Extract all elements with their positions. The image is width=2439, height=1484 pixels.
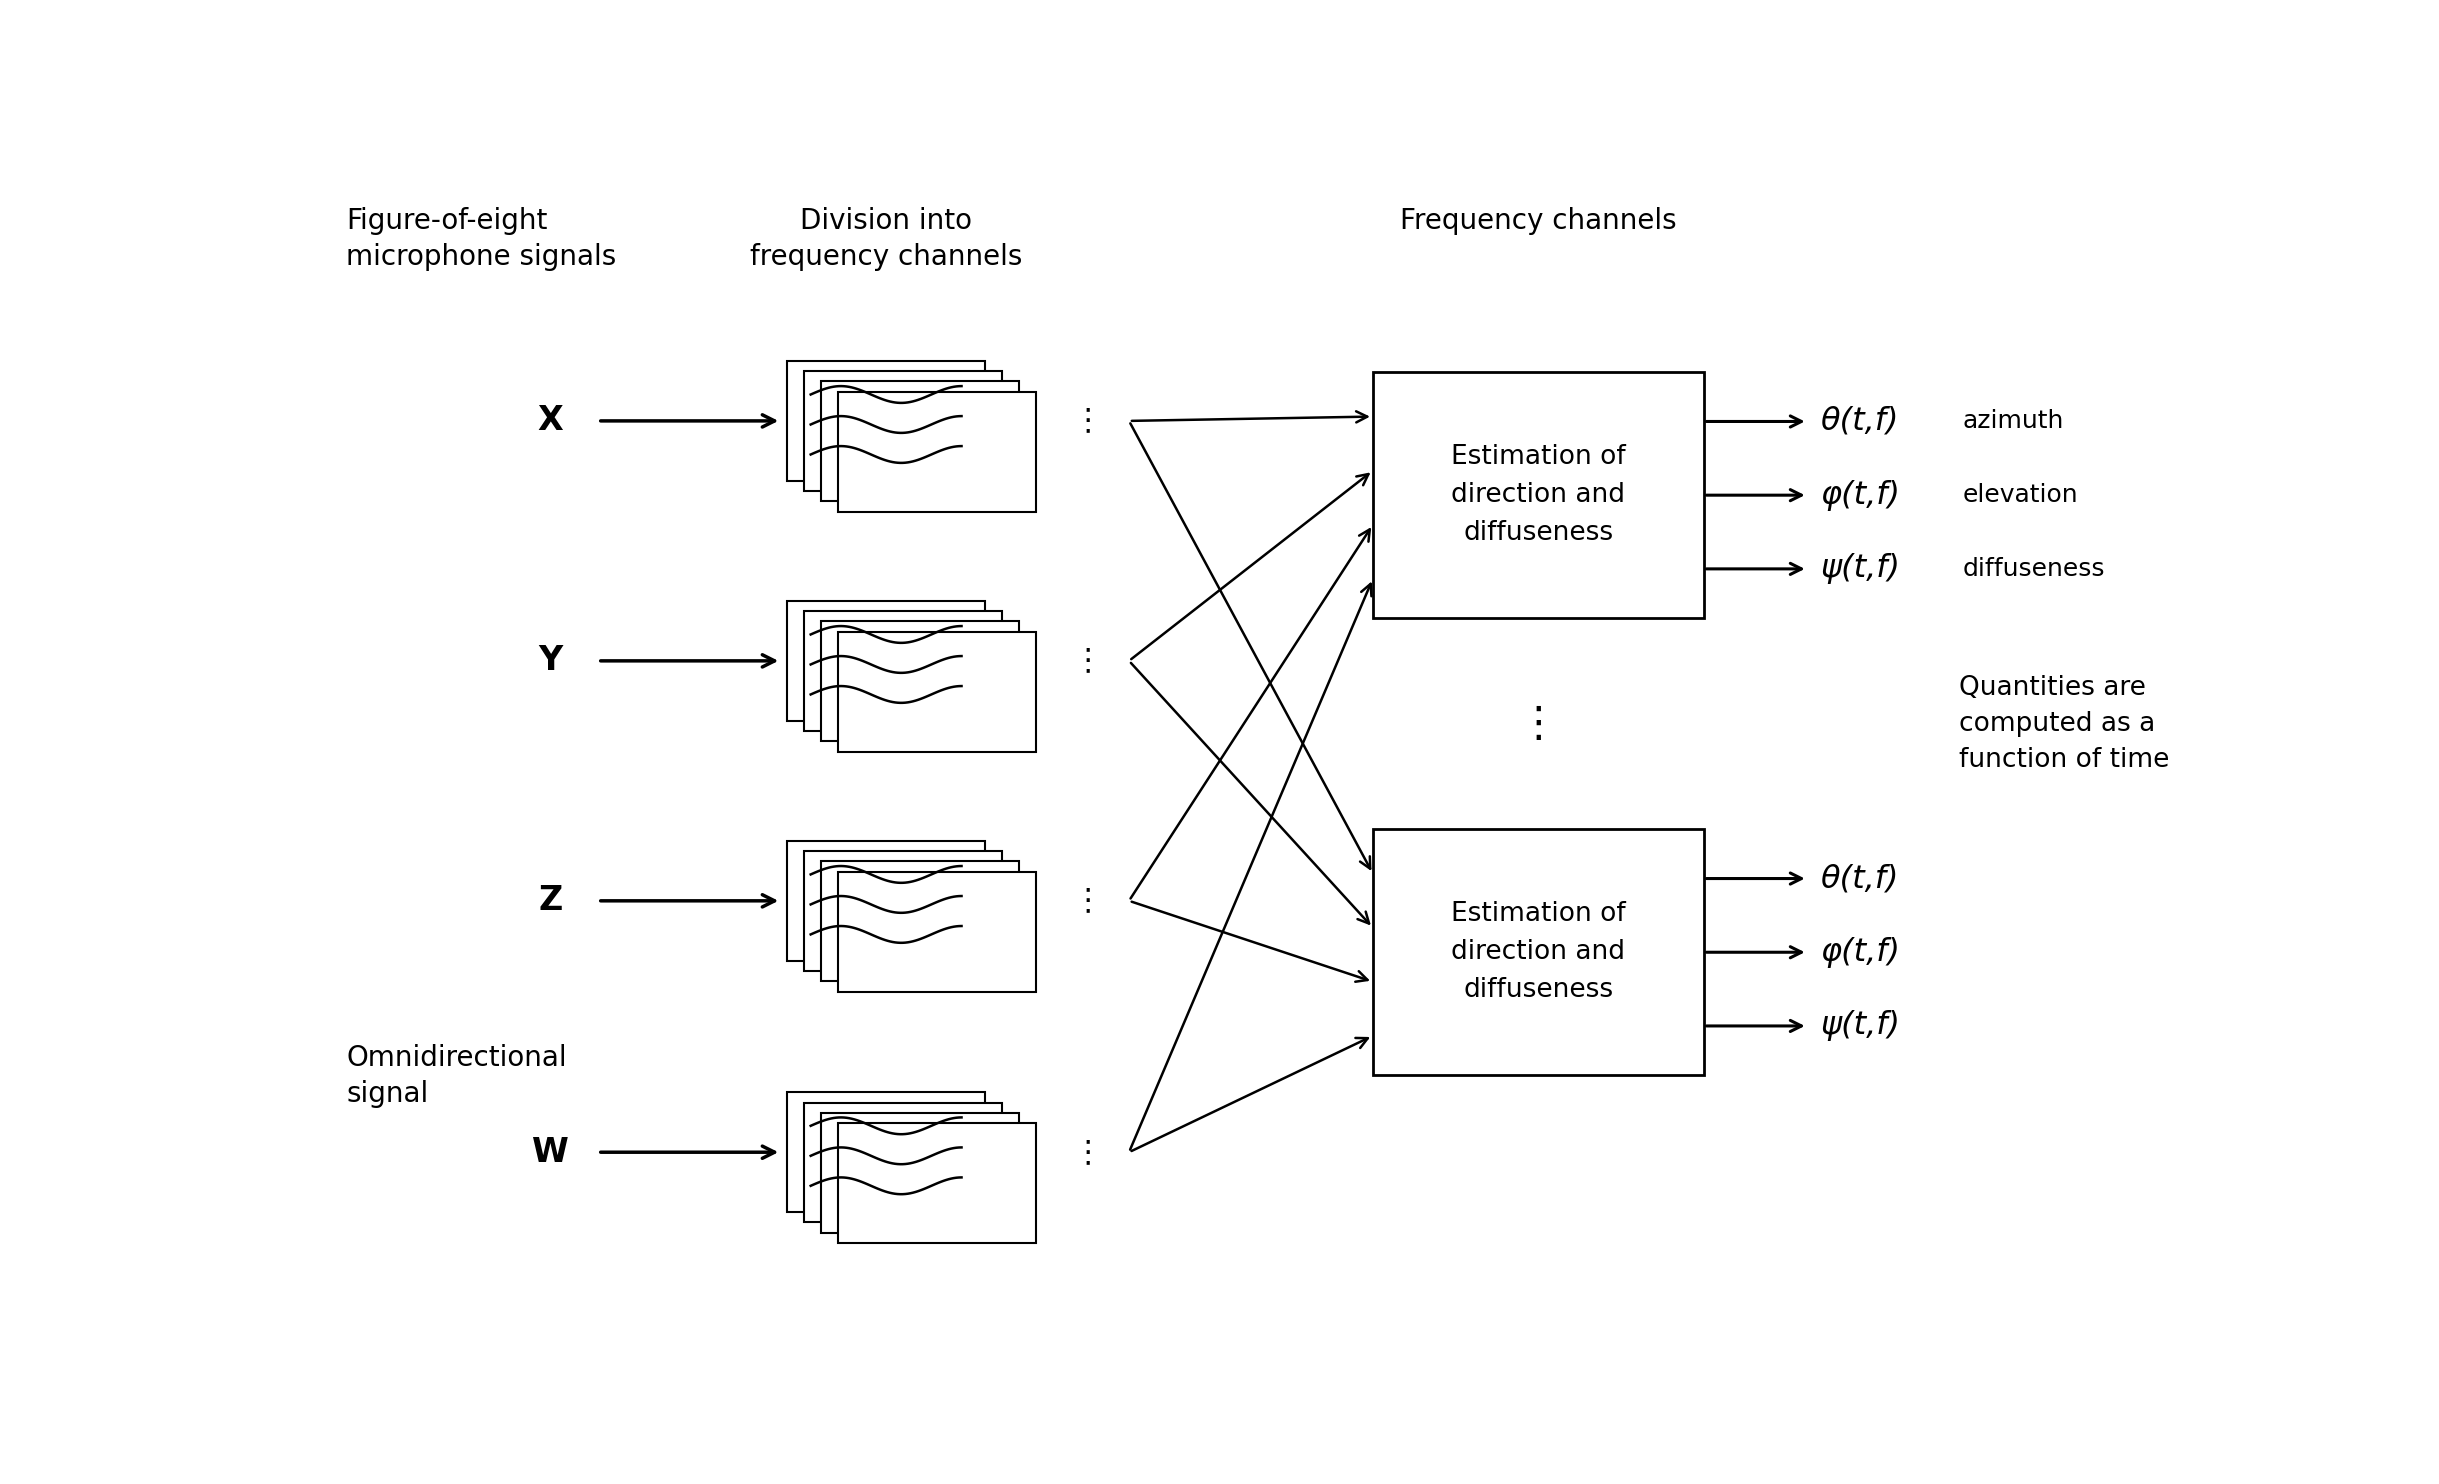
Text: Quantities are
computed as a
function of time: Quantities are computed as a function of…: [1959, 675, 2168, 773]
Bar: [788, 601, 985, 721]
Text: W: W: [532, 1135, 568, 1169]
Text: ⋮: ⋮: [1073, 886, 1102, 916]
Text: ψ(t,f): ψ(t,f): [1822, 1011, 1900, 1042]
Text: ⋮: ⋮: [1073, 407, 1102, 435]
Bar: [839, 1123, 1037, 1244]
Bar: [788, 361, 985, 481]
Text: Estimation of
direction and
diffuseness: Estimation of direction and diffuseness: [1451, 444, 1627, 546]
Text: elevation: elevation: [1963, 484, 2078, 508]
Bar: [839, 632, 1037, 752]
Bar: [805, 852, 1002, 971]
Text: θ(t,f): θ(t,f): [1822, 864, 1900, 893]
Bar: [1373, 830, 1702, 1074]
Text: ⋮: ⋮: [1517, 703, 1559, 745]
Text: Estimation of
direction and
diffuseness: Estimation of direction and diffuseness: [1451, 901, 1627, 1003]
Text: Frequency channels: Frequency channels: [1400, 206, 1676, 234]
Text: X: X: [537, 405, 563, 438]
Text: Y: Y: [539, 644, 563, 677]
Bar: [1373, 372, 1702, 617]
Bar: [822, 861, 1020, 981]
Text: φ(t,f): φ(t,f): [1822, 936, 1900, 968]
Bar: [839, 392, 1037, 512]
Bar: [822, 622, 1020, 742]
Text: Omnidirectional
signal: Omnidirectional signal: [346, 1043, 568, 1109]
Text: ⋮: ⋮: [1073, 647, 1102, 675]
Text: ψ(t,f): ψ(t,f): [1822, 554, 1900, 585]
Text: Figure-of-eight
microphone signals: Figure-of-eight microphone signals: [346, 206, 617, 272]
Text: diffuseness: diffuseness: [1963, 556, 2105, 580]
Bar: [805, 371, 1002, 491]
Bar: [788, 841, 985, 960]
Text: θ(t,f): θ(t,f): [1822, 407, 1900, 436]
Bar: [788, 1092, 985, 1212]
Text: ⋮: ⋮: [1073, 1138, 1102, 1166]
Bar: [805, 611, 1002, 732]
Text: φ(t,f): φ(t,f): [1822, 479, 1900, 510]
Bar: [805, 1103, 1002, 1223]
Text: Z: Z: [539, 884, 563, 917]
Text: azimuth: azimuth: [1963, 410, 2063, 433]
Text: Division into
frequency channels: Division into frequency channels: [749, 206, 1022, 272]
Bar: [839, 871, 1037, 991]
Bar: [822, 1113, 1020, 1233]
Bar: [822, 381, 1020, 502]
